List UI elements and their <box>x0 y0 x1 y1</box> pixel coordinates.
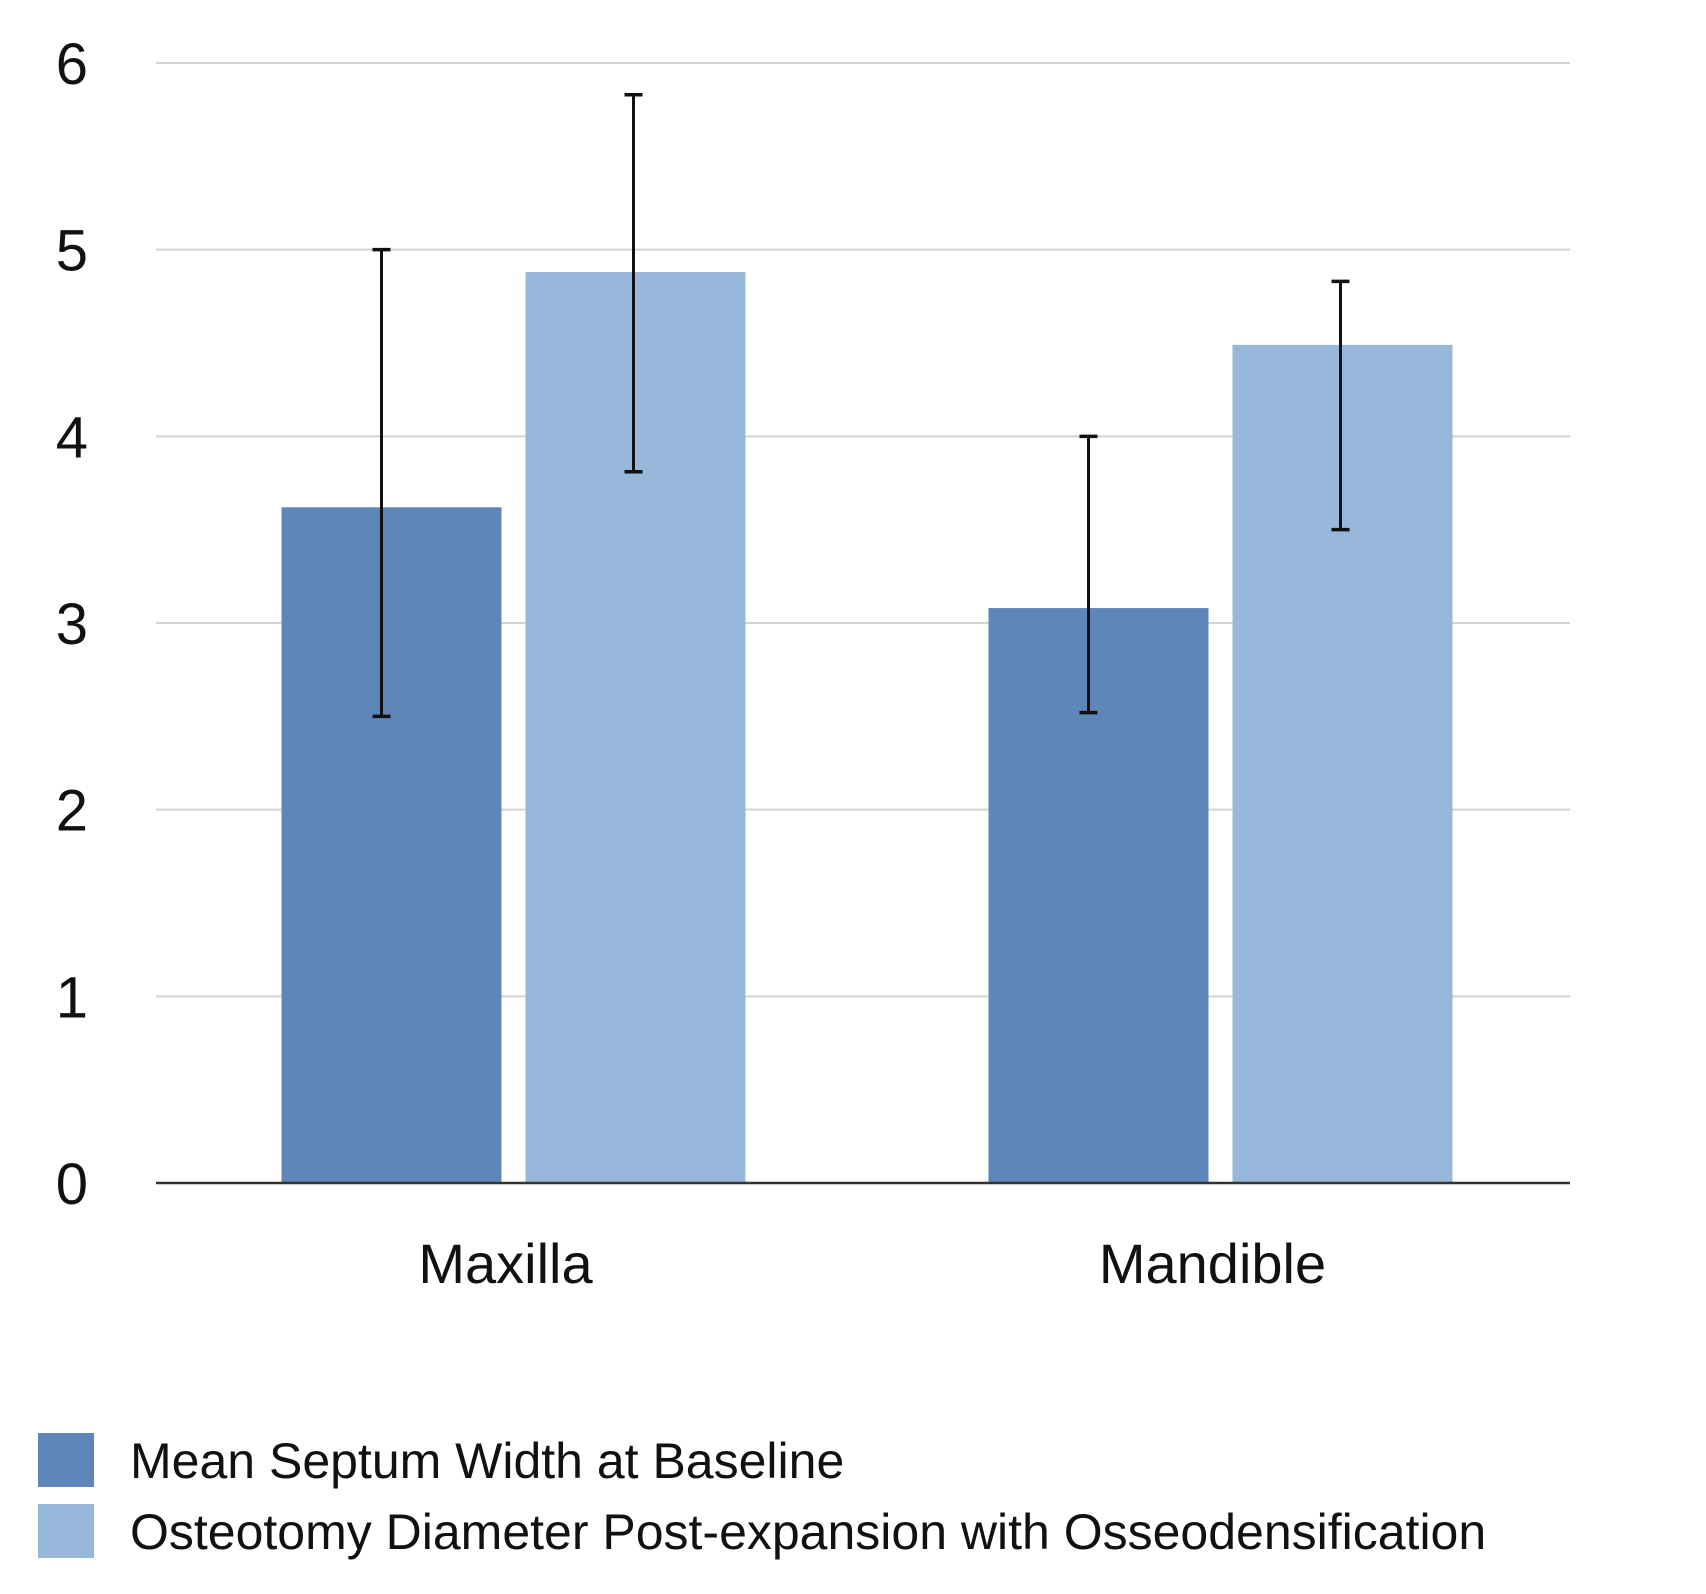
bar-maxilla-series-1 <box>281 507 502 1183</box>
y-axis-ticks: 0 1 2 3 4 5 6 <box>56 32 88 1217</box>
legend: Mean Septum Width at Baseline Osteotomy … <box>38 1433 1486 1560</box>
y-tick-label: 3 <box>56 592 88 657</box>
x-tick-label: Mandible <box>1099 1232 1326 1295</box>
y-tick-label: 4 <box>56 405 88 470</box>
y-tick-label: 1 <box>56 965 88 1030</box>
y-tick-label: 5 <box>56 219 88 284</box>
y-tick-label: 0 <box>56 1152 88 1217</box>
x-axis-ticks: Maxilla Mandible <box>418 1232 1326 1295</box>
legend-swatch-baseline <box>38 1433 94 1487</box>
bar-maxilla-series-2 <box>525 272 746 1184</box>
legend-label-baseline: Mean Septum Width at Baseline <box>130 1433 844 1489</box>
bar-mandible-series-1 <box>988 608 1209 1183</box>
error-bars <box>372 92 1350 719</box>
y-tick-label: 2 <box>56 779 88 844</box>
y-tick-label: 6 <box>56 32 88 97</box>
legend-swatch-post-expansion <box>38 1504 94 1558</box>
x-tick-label: Maxilla <box>418 1232 593 1295</box>
bar-mandible-series-2 <box>1232 344 1453 1183</box>
bars <box>281 272 1453 1184</box>
legend-label-post-expansion: Osteotomy Diameter Post-expansion with O… <box>130 1504 1486 1560</box>
